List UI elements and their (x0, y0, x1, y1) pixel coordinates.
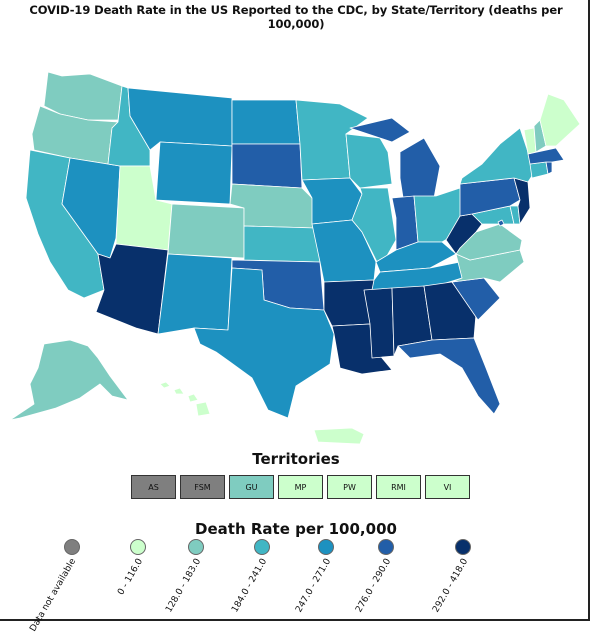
state-nm[interactable] (157, 253, 233, 335)
state-nd[interactable] (231, 99, 301, 145)
state-sd[interactable] (231, 143, 303, 189)
state-az[interactable] (95, 243, 169, 335)
map-title: COVID-19 Death Rate in the US Reported t… (29, 3, 563, 31)
legend-swatch (318, 539, 334, 555)
legend-swatch (455, 539, 471, 555)
legend-item: 247.0 - 271.0 (294, 539, 334, 619)
state-va[interactable] (455, 223, 523, 261)
legend-swatch (64, 539, 80, 555)
state-fl[interactable] (397, 337, 501, 415)
legend-item: 292.0 - 418.0 (431, 539, 471, 619)
state-ct[interactable] (529, 161, 549, 179)
territories-row: AS FSM GU MP PW RMI VI (131, 475, 474, 499)
state-in[interactable] (391, 195, 419, 251)
legend-item: Data not available (29, 539, 80, 634)
state-ms[interactable] (363, 287, 395, 359)
territory-mp-button[interactable]: MP (278, 475, 323, 499)
legend-swatch (254, 539, 270, 555)
territory-gu-button[interactable]: GU (229, 475, 274, 499)
state-dc[interactable] (497, 219, 505, 227)
territory-rmi-button[interactable]: RMI (376, 475, 421, 499)
territory-pw-button[interactable]: PW (327, 475, 372, 499)
state-ga[interactable] (423, 281, 477, 341)
state-wi[interactable] (345, 133, 393, 189)
legend-swatch (188, 539, 204, 555)
state-ak[interactable] (9, 339, 129, 421)
legend-item: 0 - 116.0 (116, 539, 146, 619)
territory-fsm-button[interactable]: FSM (180, 475, 225, 499)
territory-as-button[interactable]: AS (131, 475, 176, 499)
state-wy[interactable] (155, 141, 233, 205)
legend-swatch (378, 539, 394, 555)
legend-heading: Death Rate per 100,000 (195, 520, 397, 538)
us-choropleth-map (9, 71, 581, 445)
state-pr[interactable] (313, 427, 365, 445)
state-il[interactable] (351, 187, 397, 269)
state-ny[interactable] (459, 127, 533, 185)
territories-heading: Territories (252, 450, 340, 468)
legend-item: 128.0 - 183.0 (164, 539, 204, 619)
state-ma[interactable] (527, 147, 565, 165)
state-me[interactable] (539, 93, 581, 147)
legend-item: 276.0 - 290.0 (354, 539, 394, 619)
figure-frame (0, 0, 590, 621)
legend-swatch (130, 539, 146, 555)
state-co[interactable] (167, 203, 245, 259)
state-tx[interactable] (193, 267, 335, 419)
state-hi[interactable] (159, 381, 211, 417)
territory-vi-button[interactable]: VI (425, 475, 470, 499)
legend-item: 184.0 - 241.0 (230, 539, 270, 619)
state-ks[interactable] (243, 225, 321, 263)
